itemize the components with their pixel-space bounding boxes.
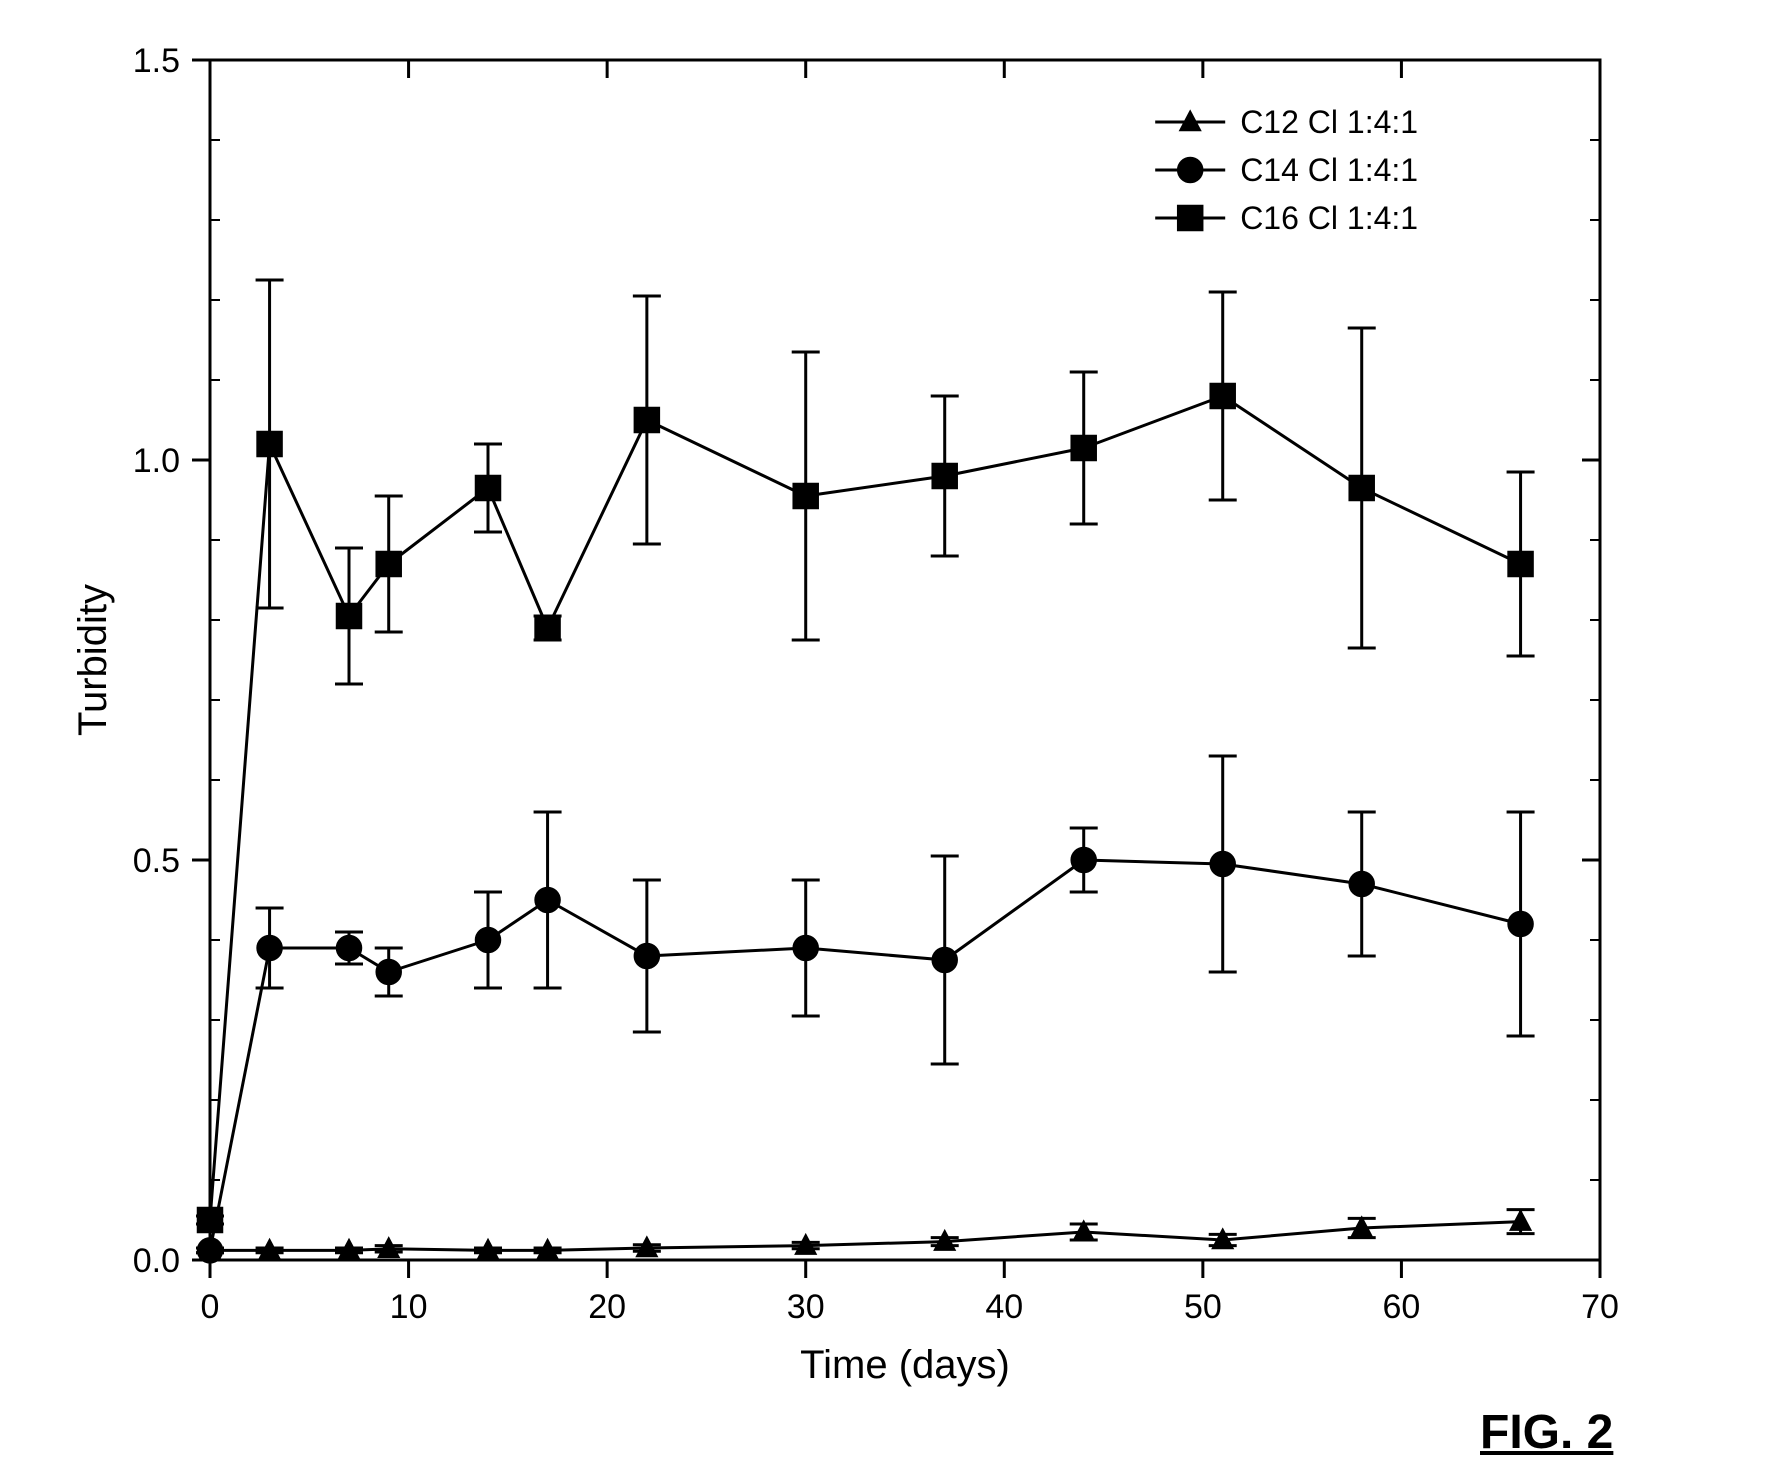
- figure-container: 0 10 20 30 40 50 60 70 Time (days) 0.0 0.5 1.0 1.5 Tu…: [0, 0, 1770, 1477]
- turbidity-chart: 0 10 20 30 40 50 60 70 Time (days) 0.0 0.5 1.0 1.5 Tu…: [0, 0, 1770, 1477]
- svg-text:1.5: 1.5: [133, 42, 180, 80]
- series-c12: [196, 1210, 1535, 1259]
- svg-text:0: 0: [201, 1288, 220, 1326]
- svg-text:40: 40: [985, 1288, 1023, 1326]
- svg-text:C16 Cl 1:4:1: C16 Cl 1:4:1: [1240, 200, 1418, 236]
- svg-text:C14 Cl 1:4:1: C14 Cl 1:4:1: [1240, 152, 1418, 188]
- svg-text:50: 50: [1184, 1288, 1222, 1326]
- svg-text:0.0: 0.0: [133, 1242, 180, 1280]
- svg-text:70: 70: [1581, 1288, 1619, 1326]
- figure-label: FIG. 2: [1480, 1405, 1613, 1460]
- svg-text:0.5: 0.5: [133, 842, 180, 880]
- svg-text:30: 30: [787, 1288, 825, 1326]
- svg-text:60: 60: [1383, 1288, 1421, 1326]
- svg-text:10: 10: [390, 1288, 428, 1326]
- legend: C12 Cl 1:4:1 C14 Cl 1:4:1 C16 Cl 1:4:1: [1155, 104, 1418, 236]
- svg-text:20: 20: [588, 1288, 626, 1326]
- svg-text:Time (days): Time (days): [800, 1343, 1010, 1387]
- svg-text:1.0: 1.0: [133, 442, 180, 480]
- series-c14: [196, 756, 1535, 1262]
- series-c16: [196, 280, 1535, 1232]
- svg-text:Turbidity: Turbidity: [71, 584, 115, 736]
- svg-text:C12 Cl 1:4:1: C12 Cl 1:4:1: [1240, 104, 1418, 140]
